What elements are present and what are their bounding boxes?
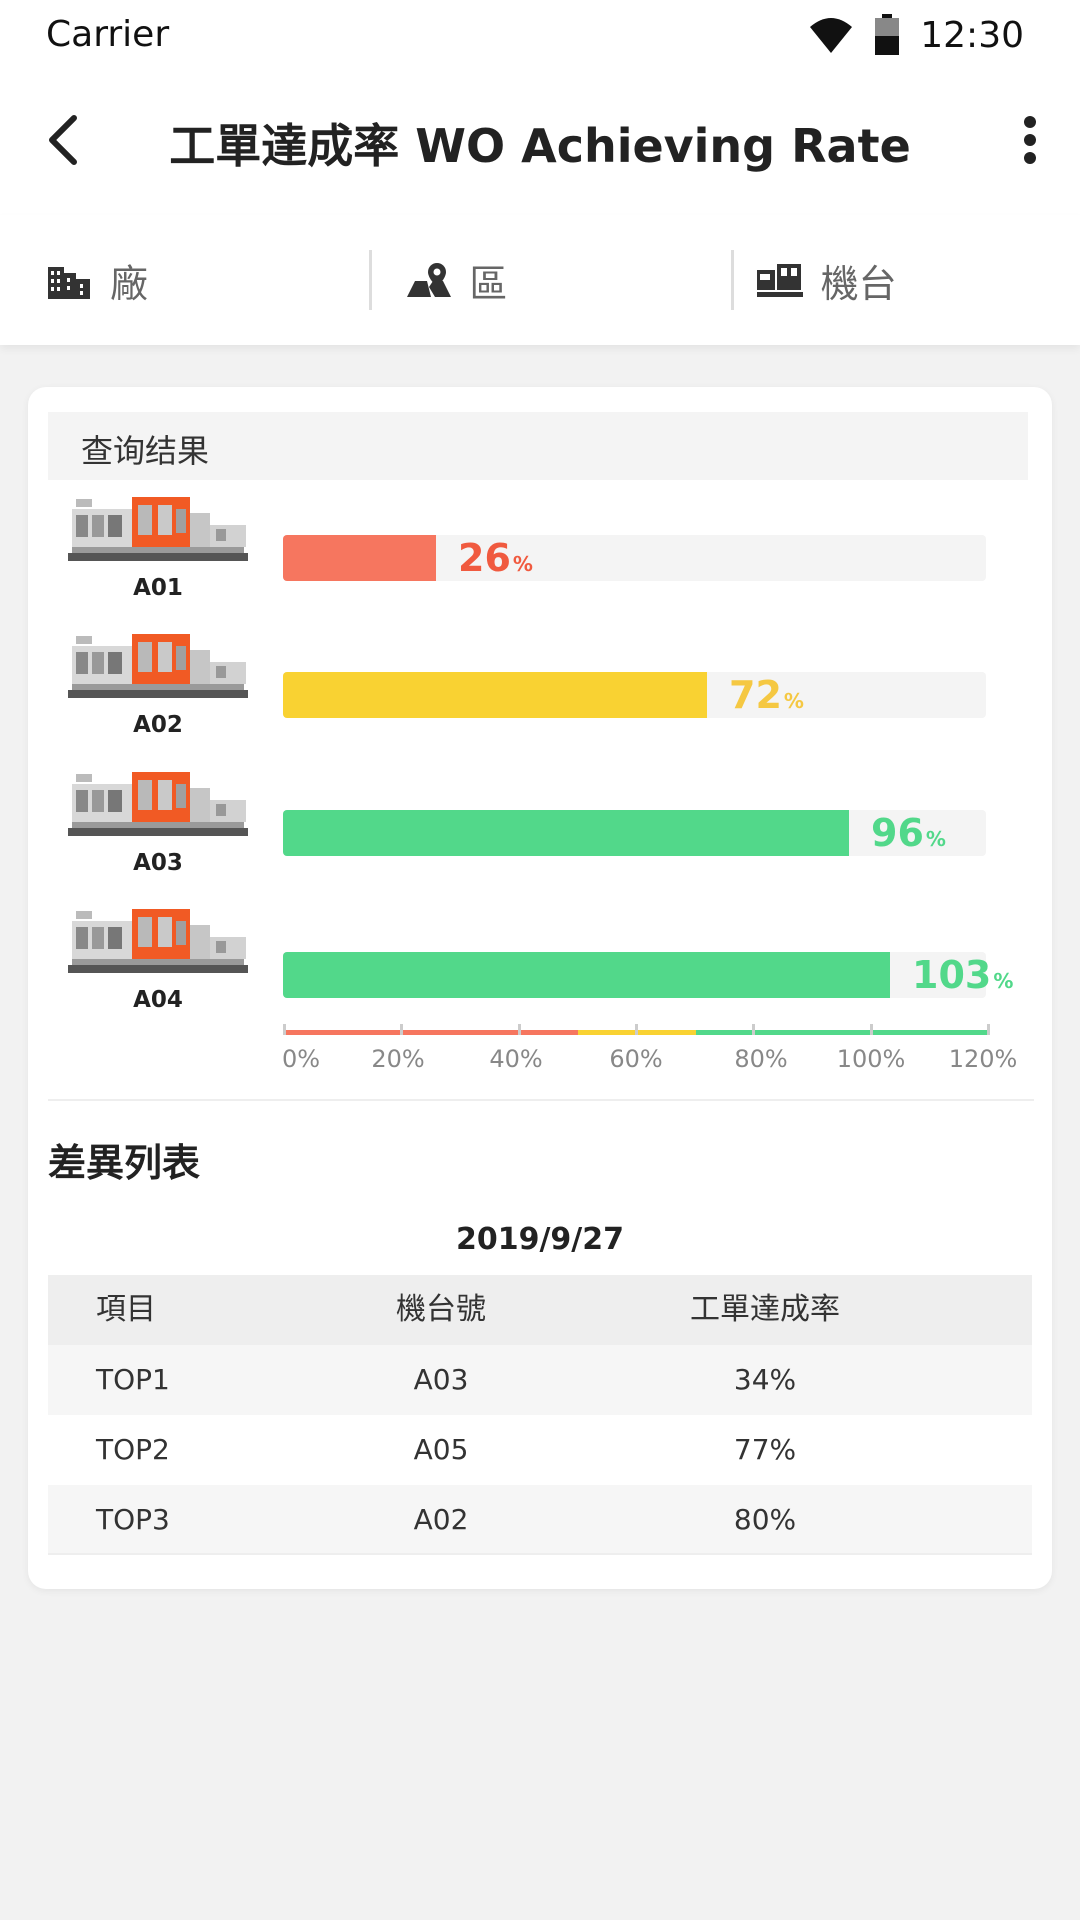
battery-icon [875,14,900,55]
axis-tick [283,1024,286,1035]
tab-label: 機台 [820,261,897,306]
rate-bar [283,535,436,581]
axis-tick-label: 60% [609,1045,663,1073]
rate-bar-track: 26% [283,535,986,581]
back-button[interactable] [40,110,90,170]
machine-label: A04 [133,987,183,1013]
rate-value: 103% [912,953,1013,997]
rate-bar [283,672,707,718]
header-item: 項目 [96,1292,156,1327]
machine-row[interactable]: A01 26% [28,495,1052,605]
rate-bar-track: 103% [283,952,1013,998]
row-item: TOP2 [96,1433,170,1466]
tab-area[interactable]: 區 [369,215,730,345]
carrier-label: Carrier [46,14,170,55]
rate-number: 26 [458,536,511,580]
axis-segment-red [283,1030,578,1035]
rate-value: 26% [458,536,533,580]
status-bar: Carrier 12:30 [0,0,1080,70]
rate-unit: % [993,969,1014,993]
header-rate: 工單達成率 [690,1292,840,1327]
machine-image [66,907,250,979]
machine-image [66,770,250,842]
more-dot-icon [1024,152,1036,164]
axis-tick [987,1024,990,1035]
map-pin-icon [407,263,452,297]
machine-label: A02 [133,712,183,738]
rate-value: 96% [871,811,946,855]
table-header: 項目 機台號 工單達成率 [48,1275,1032,1345]
machine-row[interactable]: A03 96% [28,770,1052,880]
axis-segment-green [696,1030,990,1035]
row-rate: 77% [733,1433,797,1466]
tab-label: 廠 [110,261,149,306]
section-divider [48,1099,1034,1101]
tab-label: 區 [469,261,508,306]
header-machine-no: 機台號 [396,1292,486,1327]
more-dot-icon [1024,134,1036,146]
tab-factory[interactable]: 廠 [0,215,369,345]
row-machine-no: A02 [413,1503,469,1536]
axis-tick-label: 100% [836,1045,906,1073]
tab-machine[interactable]: 機台 [730,215,1080,345]
rate-number: 72 [729,673,782,717]
app-header: 工單達成率 WO Achieving Rate [0,70,1080,215]
factory-icon [48,267,90,299]
axis-tick-label: 40% [489,1045,543,1073]
rate-number: 103 [912,953,992,997]
rate-number: 96 [871,811,924,855]
query-result-header: 查询结果 [48,412,1028,480]
axis-tick-label: 80% [734,1045,788,1073]
rate-bar [283,810,849,856]
machine-label: A01 [133,575,183,601]
rate-unit: % [512,552,533,576]
machine-image [66,632,250,704]
table-row[interactable]: TOP1 A03 34% [48,1345,1032,1415]
diff-table: 項目 機台號 工單達成率 TOP1 A03 34% TOP2 A05 77% T… [48,1275,1032,1555]
row-machine-no: A05 [413,1433,469,1466]
divider [369,250,373,310]
table-row[interactable]: TOP3 A02 80% [48,1485,1032,1555]
rate-unit: % [925,827,946,851]
axis-tick-label: 0% [281,1045,321,1073]
diff-date: 2019/9/27 [455,1222,625,1257]
divider [730,250,734,310]
query-result-title: 查询结果 [81,432,210,470]
clock: 12:30 [920,14,1024,56]
axis-tick [752,1024,755,1035]
row-item: TOP1 [96,1363,170,1396]
diff-list-title: 差異列表 [48,1141,201,1185]
page-title: 工單達成率 WO Achieving Rate [169,119,911,173]
wifi-icon [810,18,853,53]
table-row[interactable]: TOP2 A05 77% [48,1415,1032,1485]
axis-tick [518,1024,521,1035]
machine-image [66,495,250,567]
more-dot-icon [1024,116,1036,128]
rate-bar-track: 96% [283,810,986,856]
rate-value: 72% [729,673,804,717]
row-item: TOP3 [96,1503,170,1536]
axis-tick-label: 20% [371,1045,425,1073]
rate-unit: % [783,689,804,713]
row-rate: 34% [733,1363,797,1396]
chevron-left-icon [49,115,77,165]
more-menu-button[interactable] [1010,110,1050,170]
axis-tick [400,1024,403,1035]
machine-row[interactable]: A02 72% [28,632,1052,742]
rate-bar-track: 72% [283,672,986,718]
rate-axis [283,1024,990,1038]
machine-row[interactable]: A04 103% [28,907,1052,1017]
result-card: 查询结果 A01 26% [28,387,1052,1589]
axis-tick [635,1024,638,1035]
machine-icon [756,264,803,297]
row-rate: 80% [733,1503,797,1536]
machine-label: A03 [133,850,183,876]
filter-tabs: 廠 區 機台 [0,215,1080,345]
rate-bar [283,952,890,998]
axis-tick-label: 120% [948,1045,1018,1073]
axis-tick [870,1024,873,1035]
row-machine-no: A03 [413,1363,469,1396]
